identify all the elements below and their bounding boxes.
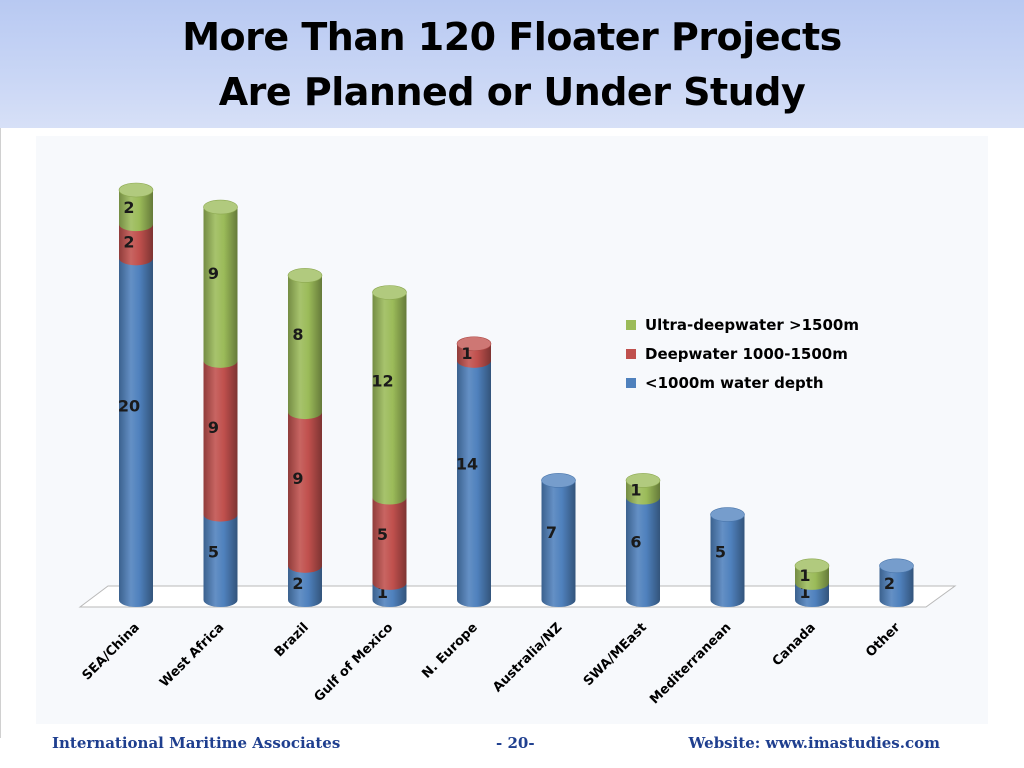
data-label: 6 bbox=[630, 533, 641, 552]
data-label: 5 bbox=[208, 542, 219, 561]
data-label: 2 bbox=[123, 198, 134, 217]
footer-page-number: - 20- bbox=[496, 734, 535, 752]
category-label: SEA/China bbox=[80, 620, 143, 683]
data-label: 1 bbox=[799, 583, 810, 602]
bar-top-cap bbox=[372, 285, 407, 300]
bar-top-cap bbox=[118, 182, 154, 198]
data-label: 9 bbox=[208, 418, 219, 437]
bar-top-cap bbox=[203, 199, 238, 215]
bar-segment bbox=[879, 565, 914, 607]
footer-website: Website: www.imastudies.com bbox=[688, 734, 940, 752]
data-label: 1 bbox=[377, 583, 388, 602]
data-label: 8 bbox=[292, 325, 303, 344]
data-label: 5 bbox=[715, 542, 726, 561]
bar-segment bbox=[457, 360, 491, 607]
bar-segment bbox=[203, 514, 238, 607]
bar-stack-9: 2 bbox=[879, 558, 914, 607]
data-label: 1 bbox=[461, 344, 472, 363]
bar-top-cap bbox=[541, 473, 576, 488]
bar-stack-7: 5 bbox=[710, 507, 745, 607]
bar-segment bbox=[119, 258, 153, 607]
footer: International Maritime Associates - 20- … bbox=[0, 730, 1024, 758]
data-label: 2 bbox=[884, 574, 895, 593]
bar-segment bbox=[119, 190, 153, 232]
bar-segment bbox=[710, 514, 745, 607]
slide-title-line-1: More Than 120 Floater Projects bbox=[182, 15, 842, 59]
bar-stack-8: 11 bbox=[794, 558, 830, 607]
bar-stack-5: 7 bbox=[541, 473, 576, 607]
data-label: 9 bbox=[292, 469, 303, 488]
bar-segment bbox=[119, 224, 153, 266]
slide-title: More Than 120 Floater Projects Are Plann… bbox=[0, 10, 1024, 120]
category-label: Other bbox=[863, 620, 904, 661]
bar-stack-6: 61 bbox=[625, 473, 661, 607]
data-label: 2 bbox=[292, 574, 303, 593]
bar-top-cap bbox=[625, 473, 661, 488]
category-label: Australia/NZ bbox=[490, 620, 565, 695]
category-label: N. Europe bbox=[419, 620, 481, 682]
category-label: West Africa bbox=[157, 620, 227, 690]
data-label: 9 bbox=[208, 264, 219, 283]
legend-swatch bbox=[626, 320, 636, 330]
category-label: Mediterranean bbox=[647, 620, 734, 707]
slide-title-line-2: Are Planned or Under Study bbox=[218, 70, 806, 114]
footer-company: International Maritime Associates bbox=[52, 734, 341, 752]
legend: Ultra-deepwater >1500m Deepwater 1000-150… bbox=[626, 316, 859, 392]
data-label: 1 bbox=[799, 566, 810, 585]
bar-segment bbox=[372, 292, 407, 505]
category-label: Gulf of Mexico bbox=[312, 620, 397, 705]
bar-segment bbox=[288, 565, 322, 607]
bar-stack-4: 14 1 bbox=[456, 336, 492, 607]
data-label: 2 bbox=[123, 232, 134, 251]
legend-label: Deepwater 1000-1500m bbox=[645, 345, 848, 363]
category-label: SWA/MEast bbox=[581, 620, 650, 689]
data-label: 14 bbox=[456, 455, 478, 474]
bar-top-cap bbox=[456, 336, 492, 352]
bar-top-cap bbox=[710, 507, 745, 522]
data-label: 12 bbox=[371, 372, 393, 391]
legend-swatch bbox=[626, 349, 636, 359]
bar-segment bbox=[288, 275, 322, 420]
chart-panel bbox=[36, 136, 988, 724]
bar-segment bbox=[288, 412, 322, 573]
category-label: Brazil bbox=[272, 620, 312, 660]
title-band bbox=[0, 0, 1024, 128]
data-label: 20 bbox=[118, 396, 140, 415]
bar-top-cap bbox=[879, 558, 914, 574]
data-label: 5 bbox=[377, 525, 388, 544]
legend-label: <1000m water depth bbox=[645, 374, 824, 392]
bar-segment bbox=[203, 360, 238, 522]
bar-top-cap bbox=[794, 558, 830, 574]
data-label: 1 bbox=[630, 481, 641, 500]
bar-stack-2: 2 9 8 bbox=[287, 268, 323, 607]
category-label: Canada bbox=[770, 620, 819, 669]
bar-segment bbox=[372, 497, 407, 590]
bar-stack-1: 5 9 9 bbox=[203, 199, 238, 607]
legend-swatch bbox=[626, 378, 636, 388]
legend-label: Ultra-deepwater >1500m bbox=[645, 316, 859, 334]
data-label: 7 bbox=[546, 523, 557, 542]
bar-segment bbox=[541, 480, 576, 607]
bar-segment bbox=[203, 207, 238, 368]
bar-segment bbox=[626, 497, 660, 607]
bar-top-cap bbox=[287, 268, 323, 283]
